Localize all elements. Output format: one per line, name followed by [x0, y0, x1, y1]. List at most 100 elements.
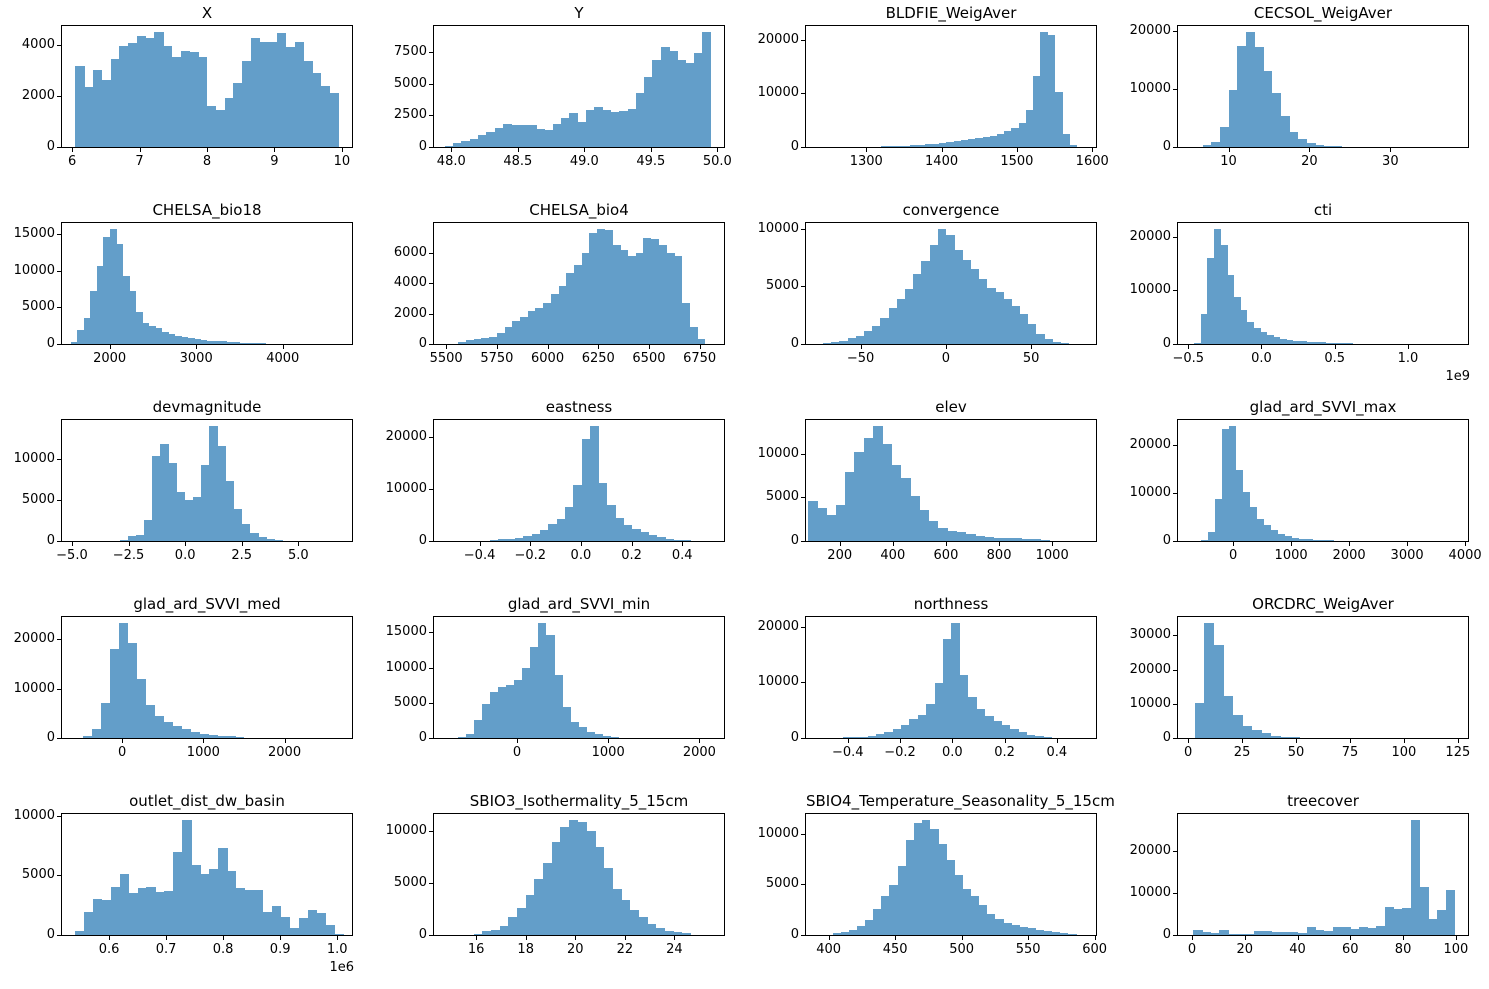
y-tick — [57, 234, 61, 235]
x-tick — [451, 148, 453, 152]
subplot-glad_ard_SVVI_max: glad_ard_SVVI_max 0 1000 2000 3000 4000 0 10000… — [1116, 394, 1488, 591]
histogram-bar — [1437, 910, 1447, 935]
plot-area: −0.4 −0.2 0.0 0.2 0.4 0 10000 20000 — [386, 419, 725, 563]
histogram-bar — [1289, 737, 1300, 738]
histogram-bar — [1040, 539, 1050, 541]
x-tick-label: 80 — [1394, 942, 1412, 957]
x-tick — [282, 345, 284, 349]
histogram-bar — [962, 888, 972, 935]
x-tick — [1056, 739, 1058, 743]
histogram-bar — [975, 137, 984, 147]
histogram-bar — [489, 337, 498, 344]
y-tick — [801, 738, 805, 739]
x-tick — [717, 148, 719, 152]
histogram-bar — [946, 860, 955, 935]
histogram-bar — [1289, 931, 1299, 935]
histogram-bar — [905, 839, 915, 935]
x-tick-label: 48.0 — [436, 154, 466, 169]
histogram-bar — [127, 536, 137, 541]
y-tick — [1173, 703, 1177, 705]
axes-box — [433, 616, 725, 739]
plot-area: 0 1000 2000 0 10000 20000 — [14, 616, 353, 760]
histogram-bar — [201, 465, 210, 541]
x-tick-label: 7 — [135, 154, 144, 169]
x-tick-label: 4000 — [266, 351, 300, 366]
histogram-bar — [926, 703, 936, 738]
histogram-bar — [127, 643, 138, 738]
y-tick — [1173, 635, 1177, 637]
histogram-bar — [1277, 533, 1286, 541]
histogram-bar — [1223, 695, 1234, 738]
histogram-bar — [334, 933, 344, 935]
histogram-bar — [543, 863, 553, 935]
y-tick — [429, 632, 433, 634]
x-tick — [1261, 345, 1263, 349]
y-tick-label: 6000 — [393, 245, 427, 261]
histogram-bar — [1018, 732, 1027, 738]
subplot-title: eastness — [545, 398, 613, 416]
y-tick-label: 15000 — [385, 624, 427, 640]
histogram-bar — [929, 828, 939, 935]
plot-area: 48.0 48.5 49.0 49.5 50.0 0 2500 5000 7500 — [394, 25, 732, 169]
y-tick — [429, 147, 433, 148]
histogram-bar — [656, 537, 666, 541]
histogram-bar — [702, 31, 712, 147]
histogram-bar — [1332, 927, 1342, 935]
x-tick-label: 4000 — [1448, 548, 1482, 563]
histogram-bar — [1236, 469, 1244, 541]
y-tick — [801, 884, 805, 886]
histogram-bar — [1004, 131, 1012, 147]
axes-box — [805, 813, 1097, 936]
histogram-bar — [277, 33, 287, 147]
x-tick-label: 2000 — [1332, 548, 1366, 563]
x-tick-label: 22 — [616, 942, 634, 957]
histogram-bar — [122, 275, 130, 344]
histogram-bar — [984, 536, 995, 541]
plot-area: 0 25 50 75 100 125 0 10000 20000 30000 — [1130, 616, 1470, 760]
subplot-title: SBIO3_Isothermality_5_15cm — [469, 792, 689, 810]
x-tick-label: 500 — [949, 942, 975, 957]
histogram-bar — [535, 307, 544, 344]
histogram-bar — [573, 265, 583, 344]
histogram-bar — [577, 821, 587, 935]
x-tick — [241, 542, 243, 546]
y-tick — [1173, 444, 1177, 446]
histogram-bar — [497, 686, 507, 738]
histogram-bar — [997, 134, 1005, 147]
histogram-bar — [1220, 244, 1228, 344]
x-tick-label: −0.2 — [514, 548, 547, 563]
x-tick-label: 40 — [1289, 942, 1306, 957]
histogram-bar — [954, 875, 963, 935]
histogram-bar — [1194, 342, 1202, 344]
histogram-bar — [590, 425, 599, 541]
x-tick — [631, 542, 633, 546]
y-tick — [57, 307, 61, 309]
histogram-bar — [1027, 928, 1036, 935]
y-tick — [429, 52, 433, 54]
subplot-ORCDRC_WeigAver: ORCDRC_WeigAver 0 25 50 75 100 125 0 10000 20000 3… — [1116, 591, 1488, 788]
y-tick — [57, 95, 61, 97]
histogram-bar — [627, 256, 637, 344]
histogram-bar — [864, 331, 873, 344]
x-tick-label: 9 — [270, 154, 279, 169]
histogram-bar — [1021, 538, 1032, 541]
y-tick-label: 0 — [418, 730, 427, 745]
y-tick-label: 20000 — [1129, 436, 1171, 452]
y-tick — [429, 883, 433, 885]
histogram-bar — [554, 675, 563, 738]
plot-area: 1300 1400 1500 1600 0 10000 20000 — [758, 25, 1109, 169]
x-tick — [847, 739, 849, 743]
subplot-SBIO4_Temperature_Seasonality_5_15cm: SBIO4_Temperature_Seasonality_5_15cm 400 4… — [744, 788, 1116, 985]
plot-area: −0.5 0.0 0.5 1.0 0 10000 20000 1e9 — [1130, 222, 1470, 384]
x-tick — [284, 739, 286, 743]
histogram-bar — [1411, 819, 1421, 935]
subplot-elev: elev 200 400 600 800 1000 0 5000 10000 — [744, 394, 1116, 591]
histogram-bar — [994, 918, 1004, 935]
histogram-bar — [192, 496, 202, 541]
histogram-bar — [245, 342, 253, 344]
plot-area: 6 7 8 9 10 0 2000 4000 — [22, 25, 353, 169]
histogram-bar — [881, 895, 890, 935]
x-tick — [274, 148, 276, 152]
x-tick — [122, 739, 124, 743]
histogram-bar — [928, 520, 939, 541]
